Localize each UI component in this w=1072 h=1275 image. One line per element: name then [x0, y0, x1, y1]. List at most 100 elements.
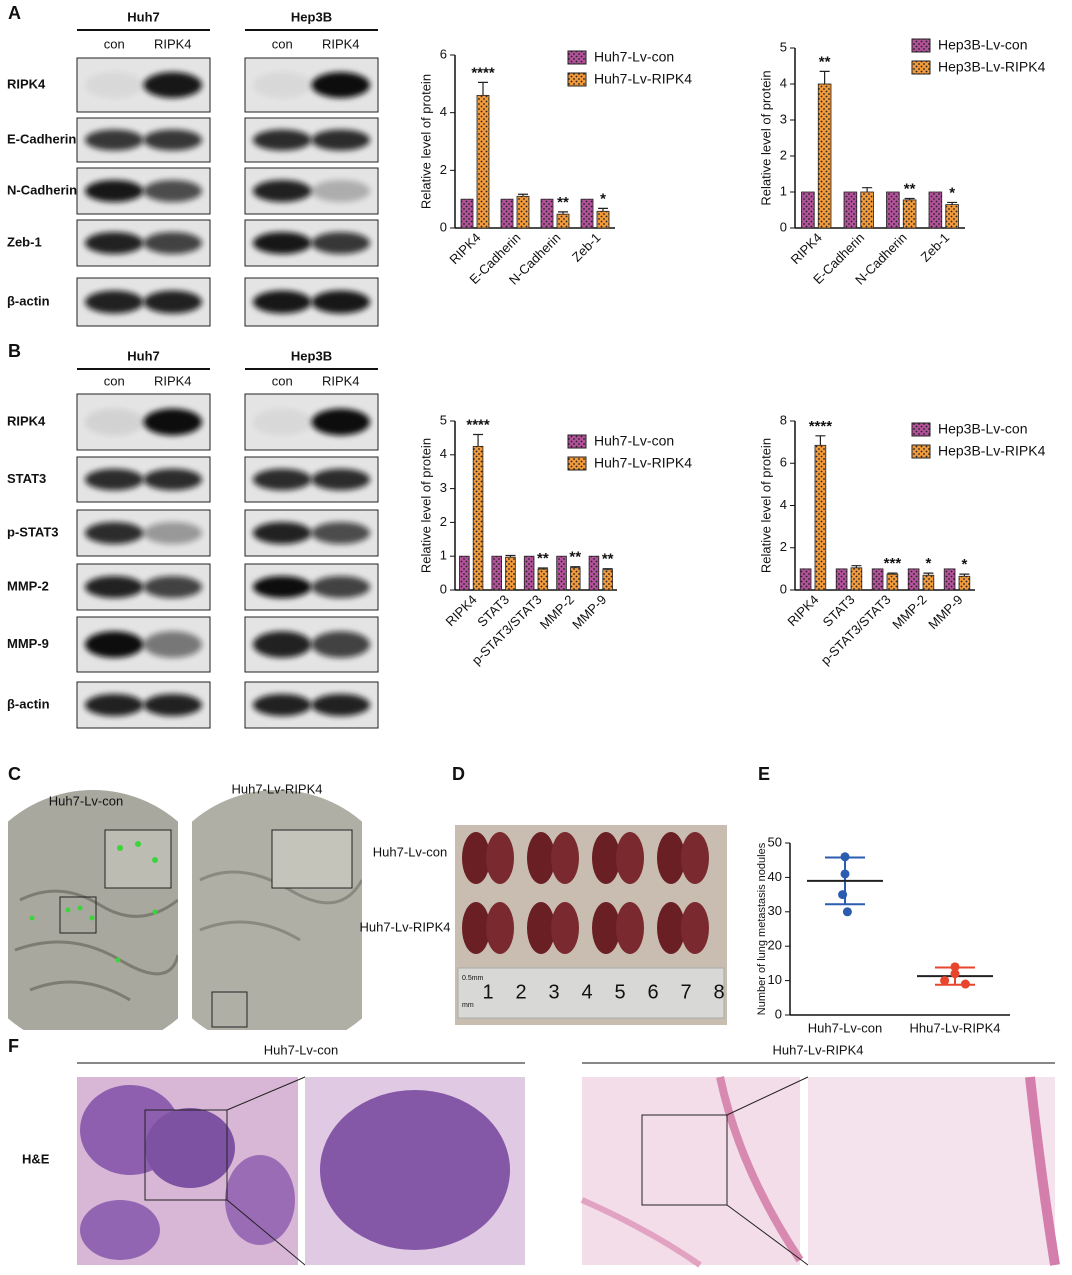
- lane-label: RIPK4: [322, 373, 360, 388]
- point: [838, 890, 848, 900]
- stain-label: H&E: [22, 1151, 50, 1166]
- x-tick-label: Hhu7-Lv-RIPK4: [909, 1020, 1000, 1035]
- lung: [657, 902, 685, 954]
- blot-band: [143, 129, 203, 151]
- x-tick-label: MMP-2: [889, 592, 929, 632]
- panel-letter: F: [8, 1036, 19, 1056]
- bar: [459, 555, 470, 591]
- bar: [817, 83, 832, 229]
- significance: *: [961, 556, 967, 573]
- legend-label: Huh7-Lv-RIPK4: [594, 71, 692, 87]
- panel-letter: C: [8, 764, 21, 784]
- cell-line-label: Hep3B: [291, 348, 332, 363]
- y-tick-label: 0: [440, 219, 447, 234]
- y-tick-label: 30: [768, 903, 782, 918]
- bar: [886, 191, 900, 229]
- blot-band: [311, 693, 371, 717]
- row-label: β-actin: [7, 293, 50, 308]
- lung: [551, 902, 579, 954]
- error-bar: [862, 187, 873, 192]
- blot-band: [84, 521, 144, 545]
- point: [950, 969, 960, 979]
- row-label: Zeb-1: [7, 234, 42, 249]
- significance: ****: [471, 64, 495, 81]
- error-bar: [598, 207, 608, 212]
- blot-band: [84, 129, 144, 151]
- ruler-number: 8: [713, 981, 724, 1003]
- histology: [77, 1076, 1060, 1268]
- point: [960, 979, 970, 989]
- blot-band: [84, 179, 144, 203]
- ruler-number: 7: [680, 981, 691, 1003]
- point: [840, 869, 850, 879]
- bar: [814, 444, 827, 591]
- lane-label: RIPK4: [154, 373, 192, 388]
- legend-swatch: [567, 456, 587, 471]
- error-bar: [851, 565, 862, 568]
- y-tick-label: 6: [440, 46, 447, 61]
- bar: [835, 568, 848, 591]
- blot-band: [84, 575, 144, 599]
- y-tick-label: 2: [440, 162, 447, 177]
- y-tick-label: 4: [440, 446, 447, 461]
- y-tick-label: 0: [780, 581, 787, 596]
- lung: [486, 832, 514, 884]
- blot-band: [311, 231, 371, 255]
- bar: [928, 191, 943, 229]
- error-bar: [570, 566, 581, 568]
- bar: [922, 574, 935, 591]
- blot-band: [311, 575, 371, 599]
- blot-band: [84, 468, 144, 491]
- error-bar: [815, 435, 826, 446]
- y-tick-label: 6: [780, 455, 787, 470]
- blot-band: [143, 179, 203, 203]
- x-tick-label: MMP-9: [925, 592, 965, 632]
- y-tick-label: 0: [780, 219, 787, 234]
- lung: [527, 902, 555, 954]
- bar: [472, 445, 484, 591]
- lung: [681, 902, 709, 954]
- y-tick-label: 2: [780, 539, 787, 554]
- y-tick-label: 2: [780, 147, 787, 162]
- row-label: β-actin: [7, 696, 50, 711]
- panel-letter: B: [8, 341, 21, 361]
- point: [842, 907, 852, 917]
- ruler-number: 3: [548, 981, 559, 1003]
- blot-band: [252, 231, 312, 255]
- bar: [523, 555, 535, 591]
- blot-band: [143, 575, 203, 599]
- row-label: RIPK4: [7, 413, 46, 428]
- y-tick-label: 3: [440, 480, 447, 495]
- x-tick-label: Huh7-Lv-con: [808, 1020, 882, 1035]
- lung: [616, 832, 644, 884]
- row-label: RIPK4: [7, 76, 46, 91]
- legend-label: Huh7-Lv-con: [594, 433, 674, 449]
- y-axis-label: Relative level of protein: [758, 438, 773, 573]
- blot-band: [143, 468, 203, 491]
- y-axis-label: Relative level of protein: [418, 74, 433, 209]
- panel-letter: A: [8, 3, 21, 23]
- blot-band: [252, 72, 312, 98]
- y-axis-label: Number of lung metastasis nodules: [756, 842, 768, 1015]
- y-tick-label: 4: [780, 497, 787, 512]
- legend-swatch: [567, 72, 587, 87]
- blot-band: [252, 179, 312, 203]
- bar: [871, 568, 884, 591]
- y-tick-label: 50: [768, 834, 782, 849]
- image-label: Huh7-Lv-con: [49, 793, 123, 808]
- micrograph: [8, 790, 362, 1030]
- lung: [592, 832, 620, 884]
- bar: [801, 191, 815, 229]
- y-axis-label: Relative level of protein: [418, 438, 433, 573]
- blot-band: [252, 290, 312, 314]
- ruler-number: 2: [515, 981, 526, 1003]
- blot-band: [252, 631, 312, 658]
- lane-label: con: [104, 36, 125, 51]
- lane-label: con: [104, 373, 125, 388]
- point: [940, 976, 950, 986]
- point: [950, 962, 960, 972]
- row-label: Huh7-Lv-con: [373, 844, 447, 859]
- x-tick-label: MMP-9: [569, 592, 609, 632]
- y-axis-label: Relative level of protein: [758, 70, 773, 205]
- lung: [616, 902, 644, 954]
